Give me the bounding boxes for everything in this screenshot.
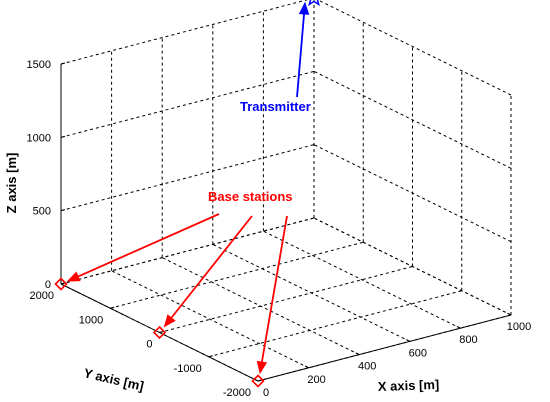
y-tick-label: 1000 bbox=[79, 314, 103, 326]
y-tick-label: 2000 bbox=[30, 290, 54, 302]
y-tick-label: -1000 bbox=[174, 363, 202, 375]
y-axis-label: Y axis [m] bbox=[82, 365, 145, 393]
arrow-shaft bbox=[260, 215, 288, 363]
y-tick-mark bbox=[110, 306, 115, 309]
base-station-marker bbox=[251, 374, 265, 388]
floor-grid-line bbox=[111, 270, 309, 369]
arrow-shaft bbox=[77, 213, 220, 278]
annotation-transmitter: Transmitter bbox=[240, 99, 311, 114]
arrow-head bbox=[163, 314, 176, 328]
x-tick-mark bbox=[507, 312, 512, 316]
arrow-to-base-station bbox=[256, 215, 288, 375]
arrow-head bbox=[66, 271, 81, 282]
x-axis-label: X axis [m] bbox=[378, 377, 440, 394]
y-tick-mark bbox=[208, 355, 213, 358]
y-tick-label: 0 bbox=[146, 339, 152, 351]
z-tick-mark bbox=[60, 282, 66, 285]
arrow-to-base-station bbox=[66, 213, 220, 282]
side-wall-grid-line bbox=[316, 0, 512, 96]
data-markers bbox=[54, 0, 320, 388]
z-axis-label: Z axis [m] bbox=[4, 153, 19, 214]
arrow-to-transmitter bbox=[296, 1, 310, 98]
back-wall-grid-line bbox=[60, 144, 315, 212]
y-tick-label: -2000 bbox=[223, 387, 251, 399]
x-tick-label: 400 bbox=[358, 361, 376, 373]
x-tick-mark bbox=[304, 365, 309, 369]
x-tick-mark bbox=[406, 339, 411, 342]
z-tick-label: 500 bbox=[33, 206, 51, 218]
z-tick-mark bbox=[60, 209, 66, 212]
z-tick-label: 0 bbox=[45, 279, 51, 291]
z-tick-label: 1000 bbox=[27, 132, 51, 144]
tick-labels: 02004006008001000-2000-10000100020000500… bbox=[27, 59, 532, 399]
y-tick-mark bbox=[257, 379, 263, 382]
x-tick-label: 200 bbox=[307, 374, 325, 386]
x-tick-label: 0 bbox=[263, 387, 269, 399]
back-wall-grid-line bbox=[60, 70, 315, 138]
grid-lines bbox=[60, 0, 512, 382]
floor-grid-line bbox=[208, 290, 462, 358]
arrow-head bbox=[256, 360, 268, 375]
arrow-head bbox=[298, 1, 310, 15]
z-tick-label: 1500 bbox=[27, 59, 51, 71]
base-station-marker bbox=[152, 325, 167, 340]
transmitter-marker bbox=[308, 0, 320, 7]
side-wall-grid-line bbox=[313, 217, 512, 316]
arrow-shaft bbox=[296, 13, 305, 98]
x-tick-mark bbox=[456, 325, 461, 329]
floor-grid-line bbox=[110, 241, 364, 309]
floor-grid-line bbox=[159, 266, 413, 333]
base-station-marker bbox=[54, 277, 68, 291]
floor-grid-line bbox=[263, 230, 461, 329]
annotation-arrows bbox=[66, 1, 310, 375]
y-tick-mark bbox=[159, 331, 164, 333]
arrow-to-base-station bbox=[163, 215, 253, 328]
x-axis-line bbox=[257, 314, 512, 382]
x-tick-label: 600 bbox=[409, 347, 427, 359]
x-tick-label: 1000 bbox=[507, 321, 531, 333]
back-wall-grid-line bbox=[60, 217, 315, 285]
x-tick-mark bbox=[355, 352, 360, 356]
arrow-shaft bbox=[170, 215, 253, 319]
z-tick-mark bbox=[60, 62, 66, 65]
back-wall-grid-line bbox=[60, 0, 309, 65]
side-wall-grid-line bbox=[313, 70, 512, 169]
side-wall-grid-line bbox=[313, 144, 512, 243]
axis-lines bbox=[60, 62, 512, 382]
x-tick-label: 800 bbox=[459, 334, 477, 346]
z-tick-mark bbox=[60, 135, 66, 138]
annotation-base-stations: Base stations bbox=[208, 189, 293, 204]
